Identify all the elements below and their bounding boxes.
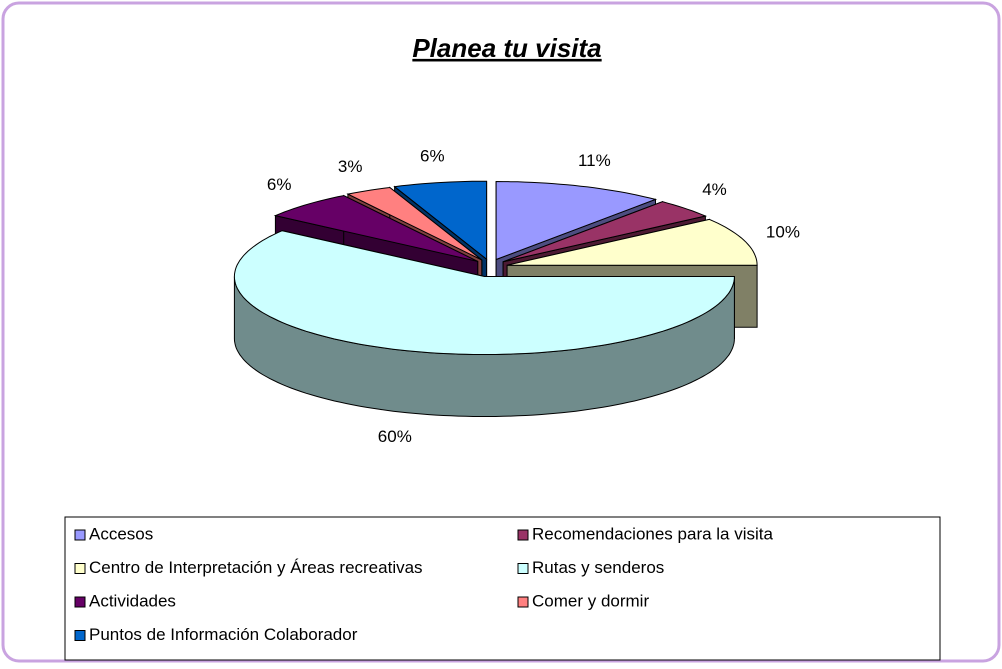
legend-swatch	[74, 529, 86, 541]
legend-swatch	[517, 596, 529, 608]
chart-title: Planea tu visita	[412, 33, 601, 63]
legend-label: Rutas y senderos	[532, 558, 664, 577]
legend-swatch	[74, 563, 86, 574]
data-label: 6%	[267, 175, 292, 194]
legend-swatch	[74, 596, 86, 608]
data-label: 60%	[378, 427, 412, 446]
slice-top	[495, 180, 658, 261]
data-label: 11%	[578, 151, 611, 170]
legend-swatch	[517, 529, 529, 541]
legend-label: Centro de Interpretación y Áreas recreat…	[89, 558, 423, 577]
slice-top	[393, 180, 488, 261]
data-label: 4%	[702, 180, 727, 199]
slice-top	[346, 186, 483, 261]
slice	[233, 230, 735, 417]
legend-label: Accesos	[89, 524, 153, 543]
slice-top	[502, 201, 708, 263]
legend-label: Actividades	[89, 591, 176, 610]
legend-label: Comer y dormir	[532, 591, 649, 610]
legend	[64, 516, 941, 661]
data-label: 10%	[766, 223, 800, 242]
data-label: 6%	[420, 147, 445, 166]
legend-swatch	[74, 630, 86, 641]
legend-label: Puntos de Información Colaborador	[89, 625, 358, 644]
slice-top	[233, 230, 735, 355]
slice-top	[273, 195, 478, 262]
slice-top	[506, 218, 758, 266]
legend-swatch	[517, 563, 529, 574]
legend-label: Recomendaciones para la visita	[532, 524, 774, 543]
data-label: 3%	[338, 157, 363, 176]
